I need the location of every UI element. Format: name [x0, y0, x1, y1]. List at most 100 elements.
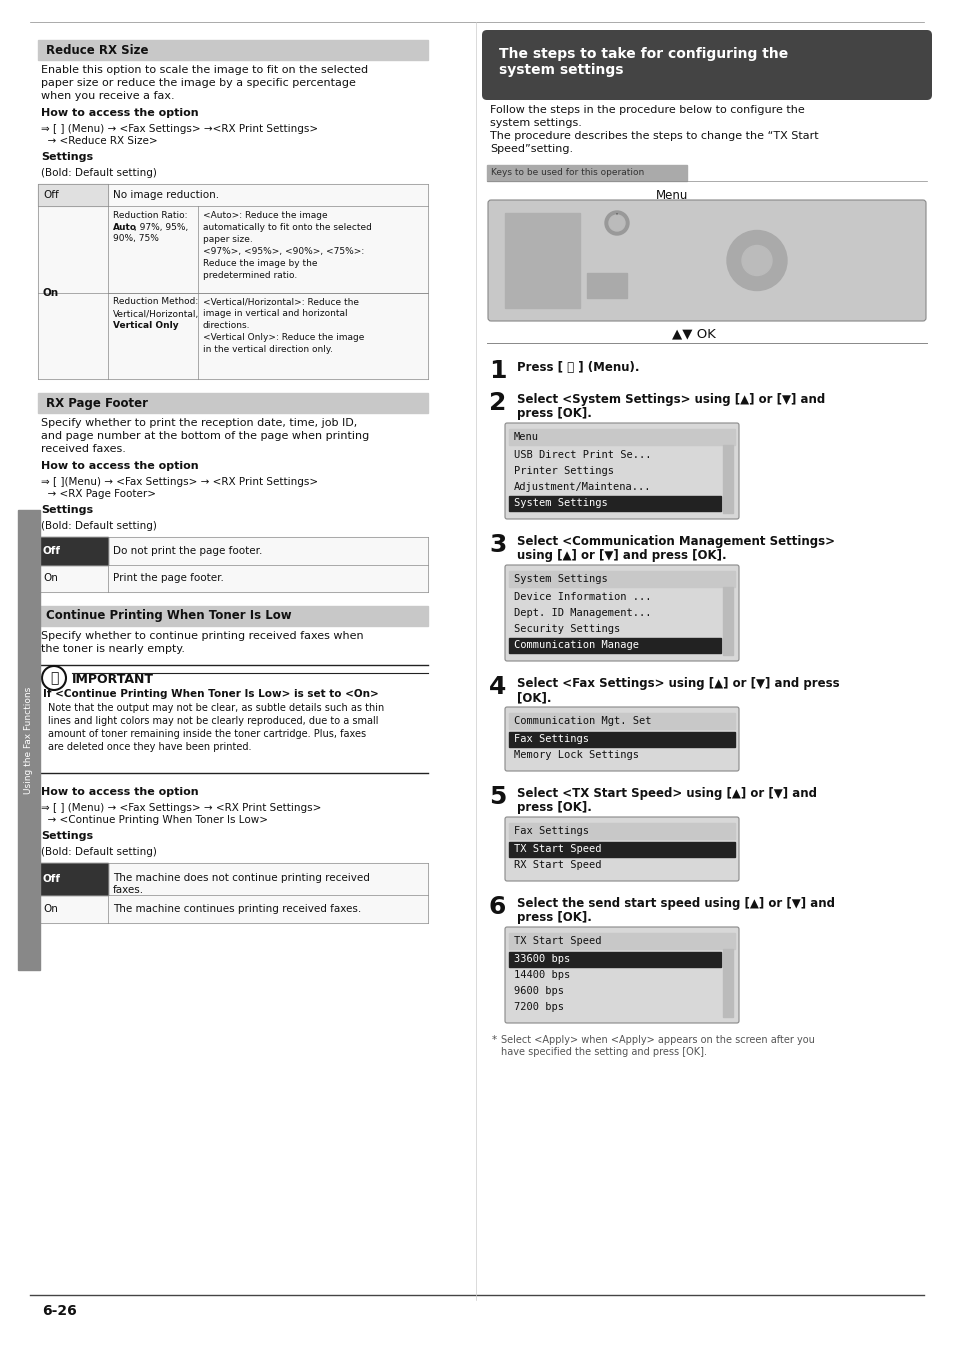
Text: Note that the output may not be clear, as subtle details such as thin: Note that the output may not be clear, a… [48, 703, 384, 713]
Text: 4: 4 [489, 675, 506, 699]
Text: Settings: Settings [41, 832, 93, 841]
Text: ▲▼ OK: ▲▼ OK [671, 327, 715, 340]
Text: paper size or reduce the image by a specific percentage: paper size or reduce the image by a spec… [41, 78, 355, 88]
Bar [509, 824, 734, 838]
Text: ⇒ [ ] (Menu) → <Fax Settings> →<RX Print Settings>: ⇒ [ ] (Menu) → <Fax Settings> →<RX Print… [41, 124, 317, 134]
Text: Select <Communication Management Settings>: Select <Communication Management Setting… [517, 535, 834, 548]
Text: <Auto>: Reduce the image: <Auto>: Reduce the image [203, 211, 327, 220]
FancyBboxPatch shape [481, 30, 931, 100]
Text: IMPORTANT: IMPORTANT [71, 674, 153, 686]
Text: Communication Manage: Communication Manage [514, 640, 639, 651]
Text: Fax Settings: Fax Settings [514, 734, 588, 744]
Bar [509, 732, 734, 747]
Bar [509, 639, 720, 653]
Text: Do not print the page footer.: Do not print the page footer. [112, 545, 262, 556]
Text: No image reduction.: No image reduction. [112, 190, 219, 200]
Bar [38, 184, 108, 207]
FancyBboxPatch shape [488, 200, 925, 321]
Text: <Vertical Only>: Reduce the image: <Vertical Only>: Reduce the image [203, 333, 364, 343]
Bar [509, 713, 734, 729]
Text: System Settings: System Settings [514, 498, 607, 509]
FancyBboxPatch shape [504, 566, 739, 662]
Text: using [▲] or [▼] and press [OK].: using [▲] or [▼] and press [OK]. [517, 549, 726, 562]
Bar [18, 510, 40, 971]
Text: → <Continue Printing When Toner Is Low>: → <Continue Printing When Toner Is Low> [41, 815, 268, 825]
Bar [509, 933, 734, 949]
Text: Select <System Settings> using [▲] or [▼] and: Select <System Settings> using [▲] or [▼… [517, 393, 824, 406]
Text: 9600 bps: 9600 bps [514, 987, 563, 996]
Text: Auto: Auto [112, 223, 137, 232]
Text: On: On [43, 574, 58, 583]
Text: The machine does not continue printing received: The machine does not continue printing r… [112, 873, 370, 883]
Text: system settings: system settings [498, 63, 623, 77]
Text: Menu: Menu [655, 189, 687, 202]
FancyBboxPatch shape [504, 817, 739, 882]
FancyBboxPatch shape [504, 423, 739, 518]
Bar [509, 952, 720, 967]
Text: [OK].: [OK]. [517, 691, 551, 703]
FancyBboxPatch shape [504, 927, 739, 1023]
Text: 7200 bps: 7200 bps [514, 1003, 563, 1012]
Text: Menu: Menu [514, 432, 538, 441]
Text: image in vertical and horizontal: image in vertical and horizontal [203, 309, 347, 319]
Bar [722, 587, 732, 655]
Text: 5: 5 [489, 784, 506, 809]
Text: Off: Off [43, 545, 61, 556]
Text: RX Start Speed: RX Start Speed [514, 860, 601, 871]
Text: The steps to take for configuring the: The steps to take for configuring the [498, 47, 787, 61]
Text: 33600 bps: 33600 bps [514, 954, 570, 964]
Text: (Bold: Default setting): (Bold: Default setting) [41, 167, 156, 178]
Text: How to access the option: How to access the option [41, 460, 198, 471]
Text: 14400 bps: 14400 bps [514, 971, 570, 980]
Text: Speed”setting.: Speed”setting. [490, 144, 573, 154]
Bar [722, 949, 732, 1017]
Text: in the vertical direction only.: in the vertical direction only. [203, 346, 333, 355]
Text: TX Start Speed: TX Start Speed [514, 845, 601, 855]
Text: RX Page Footer: RX Page Footer [46, 397, 148, 409]
Text: Device Information ...: Device Information ... [514, 593, 651, 602]
Text: → <Reduce RX Size>: → <Reduce RX Size> [41, 136, 157, 146]
Circle shape [726, 231, 786, 290]
Circle shape [604, 211, 628, 235]
Text: ⇒ [ ](Menu) → <Fax Settings> → <RX Print Settings>: ⇒ [ ](Menu) → <Fax Settings> → <RX Print… [41, 477, 317, 487]
Text: On: On [43, 904, 58, 914]
Text: Settings: Settings [41, 153, 93, 162]
Text: paper size.: paper size. [203, 235, 253, 244]
Text: Select the send start speed using [▲] or [▼] and: Select the send start speed using [▲] or… [517, 896, 834, 910]
Text: If <Continue Printing When Toner Is Low> is set to <On>: If <Continue Printing When Toner Is Low>… [43, 688, 378, 699]
Text: predetermined ratio.: predetermined ratio. [203, 271, 297, 279]
Text: <Vertical/Horizontal>: Reduce the: <Vertical/Horizontal>: Reduce the [203, 297, 358, 306]
Text: (Bold: Default setting): (Bold: Default setting) [41, 521, 156, 531]
Text: *: * [492, 1035, 497, 1045]
Text: when you receive a fax.: when you receive a fax. [41, 90, 174, 101]
Text: TX Start Speed: TX Start Speed [514, 936, 601, 946]
Text: ⇒ [ ] (Menu) → <Fax Settings> → <RX Print Settings>: ⇒ [ ] (Menu) → <Fax Settings> → <RX Prin… [41, 803, 321, 813]
Text: , 97%, 95%,: , 97%, 95%, [133, 223, 188, 232]
Circle shape [741, 246, 771, 275]
Text: Memory Lock Settings: Memory Lock Settings [514, 751, 639, 760]
Text: Printer Settings: Printer Settings [514, 467, 614, 477]
Text: Off: Off [43, 190, 59, 200]
Bar [504, 213, 579, 308]
Text: Specify whether to continue printing received faxes when: Specify whether to continue printing rec… [41, 630, 363, 641]
Text: Reduce the image by the: Reduce the image by the [203, 259, 317, 269]
Text: ✋: ✋ [50, 671, 58, 684]
Text: The machine continues printing received faxes.: The machine continues printing received … [112, 904, 361, 914]
Bar [586, 273, 626, 298]
FancyBboxPatch shape [504, 707, 739, 771]
Text: Vertical Only: Vertical Only [112, 321, 178, 331]
Text: system settings.: system settings. [490, 117, 581, 128]
Text: press [OK].: press [OK]. [517, 911, 591, 923]
Bar [38, 863, 428, 923]
Text: press [OK].: press [OK]. [517, 406, 591, 420]
Text: Off: Off [43, 873, 61, 884]
Text: Vertical/Horizontal,: Vertical/Horizontal, [112, 309, 199, 319]
Text: Adjustment/Maintena...: Adjustment/Maintena... [514, 482, 651, 493]
Text: Specify whether to print the reception date, time, job ID,: Specify whether to print the reception d… [41, 418, 356, 428]
Circle shape [608, 215, 624, 231]
Text: 2: 2 [489, 392, 506, 414]
Text: are deleted once they have been printed.: are deleted once they have been printed. [48, 743, 252, 752]
Text: Press [ Ⓜ ] (Menu).: Press [ Ⓜ ] (Menu). [517, 360, 639, 374]
Bar [509, 571, 734, 587]
Bar [509, 842, 734, 857]
